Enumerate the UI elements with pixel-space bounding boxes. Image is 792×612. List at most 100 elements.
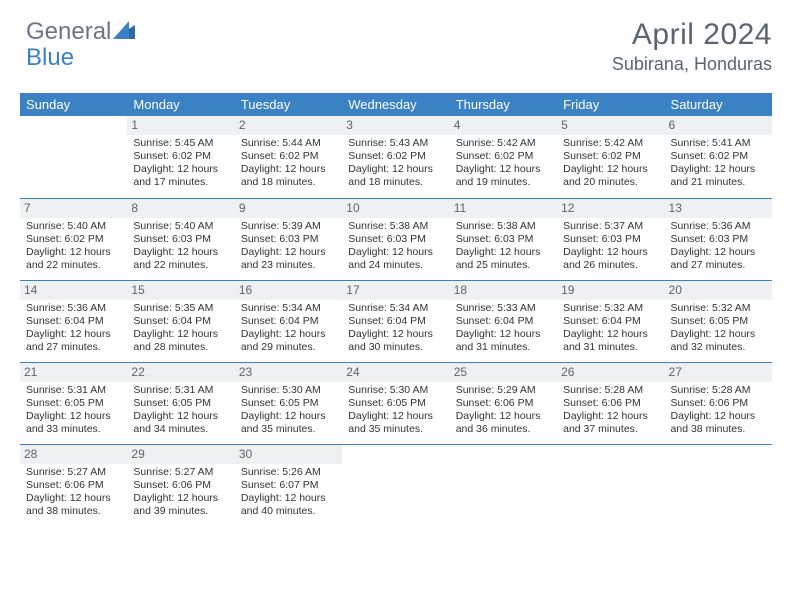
daylight-line: Daylight: 12 hours and 19 minutes. <box>456 163 551 189</box>
day-number: 29 <box>127 445 234 464</box>
daylight-line: Daylight: 12 hours and 18 minutes. <box>241 163 336 189</box>
day-cell: 4Sunrise: 5:42 AMSunset: 6:02 PMDaylight… <box>450 116 557 198</box>
sunrise-line: Sunrise: 5:31 AM <box>133 384 228 397</box>
logo: General <box>20 18 137 46</box>
sunrise-line: Sunrise: 5:43 AM <box>348 137 443 150</box>
day-number: 5 <box>557 116 664 135</box>
daylight-line: Daylight: 12 hours and 22 minutes. <box>133 246 228 272</box>
day-number: 27 <box>665 363 772 382</box>
sunrise-line: Sunrise: 5:45 AM <box>133 137 228 150</box>
logo-text-1: General <box>26 18 111 46</box>
sunset-line: Sunset: 6:05 PM <box>348 397 443 410</box>
day-details: Sunrise: 5:28 AMSunset: 6:06 PMDaylight:… <box>563 384 658 437</box>
calendar-row: 21Sunrise: 5:31 AMSunset: 6:05 PMDayligh… <box>20 362 772 444</box>
day-number: 2 <box>235 116 342 135</box>
sunset-line: Sunset: 6:05 PM <box>26 397 121 410</box>
sunrise-line: Sunrise: 5:27 AM <box>26 466 121 479</box>
empty-cell <box>20 116 127 198</box>
day-number: 3 <box>342 116 449 135</box>
sunset-line: Sunset: 6:02 PM <box>348 150 443 163</box>
day-cell: 10Sunrise: 5:38 AMSunset: 6:03 PMDayligh… <box>342 198 449 280</box>
sunrise-line: Sunrise: 5:36 AM <box>671 220 766 233</box>
day-cell: 13Sunrise: 5:36 AMSunset: 6:03 PMDayligh… <box>665 198 772 280</box>
day-cell: 7Sunrise: 5:40 AMSunset: 6:02 PMDaylight… <box>20 198 127 280</box>
daylight-line: Daylight: 12 hours and 34 minutes. <box>133 410 228 436</box>
day-number: 24 <box>342 363 449 382</box>
day-number: 15 <box>127 281 234 300</box>
daylight-line: Daylight: 12 hours and 18 minutes. <box>348 163 443 189</box>
day-details: Sunrise: 5:33 AMSunset: 6:04 PMDaylight:… <box>456 302 551 355</box>
sunrise-line: Sunrise: 5:39 AM <box>241 220 336 233</box>
weekday-header: Tuesday <box>235 93 342 116</box>
daylight-line: Daylight: 12 hours and 33 minutes. <box>26 410 121 436</box>
day-number: 16 <box>235 281 342 300</box>
sunset-line: Sunset: 6:03 PM <box>563 233 658 246</box>
sunrise-line: Sunrise: 5:28 AM <box>671 384 766 397</box>
day-cell: 23Sunrise: 5:30 AMSunset: 6:05 PMDayligh… <box>235 362 342 444</box>
day-cell: 20 Sunrise: 5:32 AMSunset: 6:05 PMDayligh… <box>665 280 772 362</box>
day-details: Sunrise: 5:45 AMSunset: 6:02 PMDaylight:… <box>133 137 228 190</box>
sunset-line: Sunset: 6:02 PM <box>133 150 228 163</box>
daylight-line: Daylight: 12 hours and 27 minutes. <box>671 246 766 272</box>
daylight-line: Daylight: 12 hours and 26 minutes. <box>563 246 658 272</box>
sunset-line: Sunset: 6:03 PM <box>671 233 766 246</box>
day-cell: 12Sunrise: 5:37 AMSunset: 6:03 PMDayligh… <box>557 198 664 280</box>
day-cell: 11 Sunrise: 5:38 AMSunset: 6:03 PMDayligh… <box>450 198 557 280</box>
daylight-line: Daylight: 12 hours and 36 minutes. <box>456 410 551 436</box>
sunrise-line: Sunrise: 5:38 AM <box>348 220 443 233</box>
day-details: Sunrise: 5:26 AMSunset: 6:07 PMDaylight:… <box>241 466 336 519</box>
sunset-line: Sunset: 6:06 PM <box>133 479 228 492</box>
sunset-line: Sunset: 6:03 PM <box>133 233 228 246</box>
daylight-line: Daylight: 12 hours and 38 minutes. <box>671 410 766 436</box>
sunrise-line: Sunrise: 5:31 AM <box>26 384 121 397</box>
sunset-line: Sunset: 6:04 PM <box>563 315 658 328</box>
day-number: 30 <box>235 445 342 464</box>
sunset-line: Sunset: 6:03 PM <box>348 233 443 246</box>
day-number: 20 <box>665 281 772 300</box>
calendar-row: 7Sunrise: 5:40 AMSunset: 6:02 PMDaylight… <box>20 198 772 280</box>
sunset-line: Sunset: 6:05 PM <box>241 397 336 410</box>
daylight-line: Daylight: 12 hours and 20 minutes. <box>563 163 658 189</box>
day-number: 6 <box>665 116 772 135</box>
day-details: Sunrise: 5:36 AMSunset: 6:04 PMDaylight:… <box>26 302 121 355</box>
daylight-line: Daylight: 12 hours and 29 minutes. <box>241 328 336 354</box>
sunrise-line: Sunrise: 5:29 AM <box>456 384 551 397</box>
day-details: Sunrise: 5:36 AMSunset: 6:03 PMDaylight:… <box>671 220 766 273</box>
sunrise-line: Sunrise: 5:28 AM <box>563 384 658 397</box>
day-details: Sunrise: 5:38 AMSunset: 6:03 PMDaylight:… <box>456 220 551 273</box>
calendar-row: 1Sunrise: 5:45 AMSunset: 6:02 PMDaylight… <box>20 116 772 198</box>
sunset-line: Sunset: 6:04 PM <box>133 315 228 328</box>
sunrise-line: Sunrise: 5:35 AM <box>133 302 228 315</box>
sunrise-line: Sunrise: 5:40 AM <box>133 220 228 233</box>
day-cell: 29Sunrise: 5:27 AMSunset: 6:06 PMDayligh… <box>127 444 234 526</box>
weekday-header: Friday <box>557 93 664 116</box>
day-number: 12 <box>557 199 664 218</box>
sunset-line: Sunset: 6:02 PM <box>671 150 766 163</box>
sunset-line: Sunset: 6:02 PM <box>26 233 121 246</box>
sunset-line: Sunset: 6:04 PM <box>348 315 443 328</box>
logo-text-2: Blue <box>26 44 74 72</box>
day-cell: 30 Sunrise: 5:26 AMSunset: 6:07 PMDayligh… <box>235 444 342 526</box>
logo-triangle-icon <box>113 18 135 46</box>
day-number: 11 <box>450 199 557 218</box>
weekday-header: Saturday <box>665 93 772 116</box>
day-number: 21 <box>20 363 127 382</box>
sunset-line: Sunset: 6:06 PM <box>456 397 551 410</box>
location: Subirana, Honduras <box>612 54 772 75</box>
day-cell: 15Sunrise: 5:35 AMSunset: 6:04 PMDayligh… <box>127 280 234 362</box>
day-number: 25 <box>450 363 557 382</box>
empty-cell <box>557 444 664 526</box>
sunrise-line: Sunrise: 5:42 AM <box>456 137 551 150</box>
weekday-header: Sunday <box>20 93 127 116</box>
day-cell: 14Sunrise: 5:36 AMSunset: 6:04 PMDayligh… <box>20 280 127 362</box>
day-details: Sunrise: 5:43 AMSunset: 6:02 PMDaylight:… <box>348 137 443 190</box>
day-details: Sunrise: 5:39 AMSunset: 6:03 PMDaylight:… <box>241 220 336 273</box>
day-cell: 3 Sunrise: 5:43 AMSunset: 6:02 PMDaylight… <box>342 116 449 198</box>
daylight-line: Daylight: 12 hours and 30 minutes. <box>348 328 443 354</box>
daylight-line: Daylight: 12 hours and 21 minutes. <box>671 163 766 189</box>
sunrise-line: Sunrise: 5:36 AM <box>26 302 121 315</box>
daylight-line: Daylight: 12 hours and 22 minutes. <box>26 246 121 272</box>
calendar-row: 28Sunrise: 5:27 AMSunset: 6:06 PMDayligh… <box>20 444 772 526</box>
daylight-line: Daylight: 12 hours and 31 minutes. <box>563 328 658 354</box>
day-details: Sunrise: 5:32 AMSunset: 6:05 PMDaylight:… <box>671 302 766 355</box>
